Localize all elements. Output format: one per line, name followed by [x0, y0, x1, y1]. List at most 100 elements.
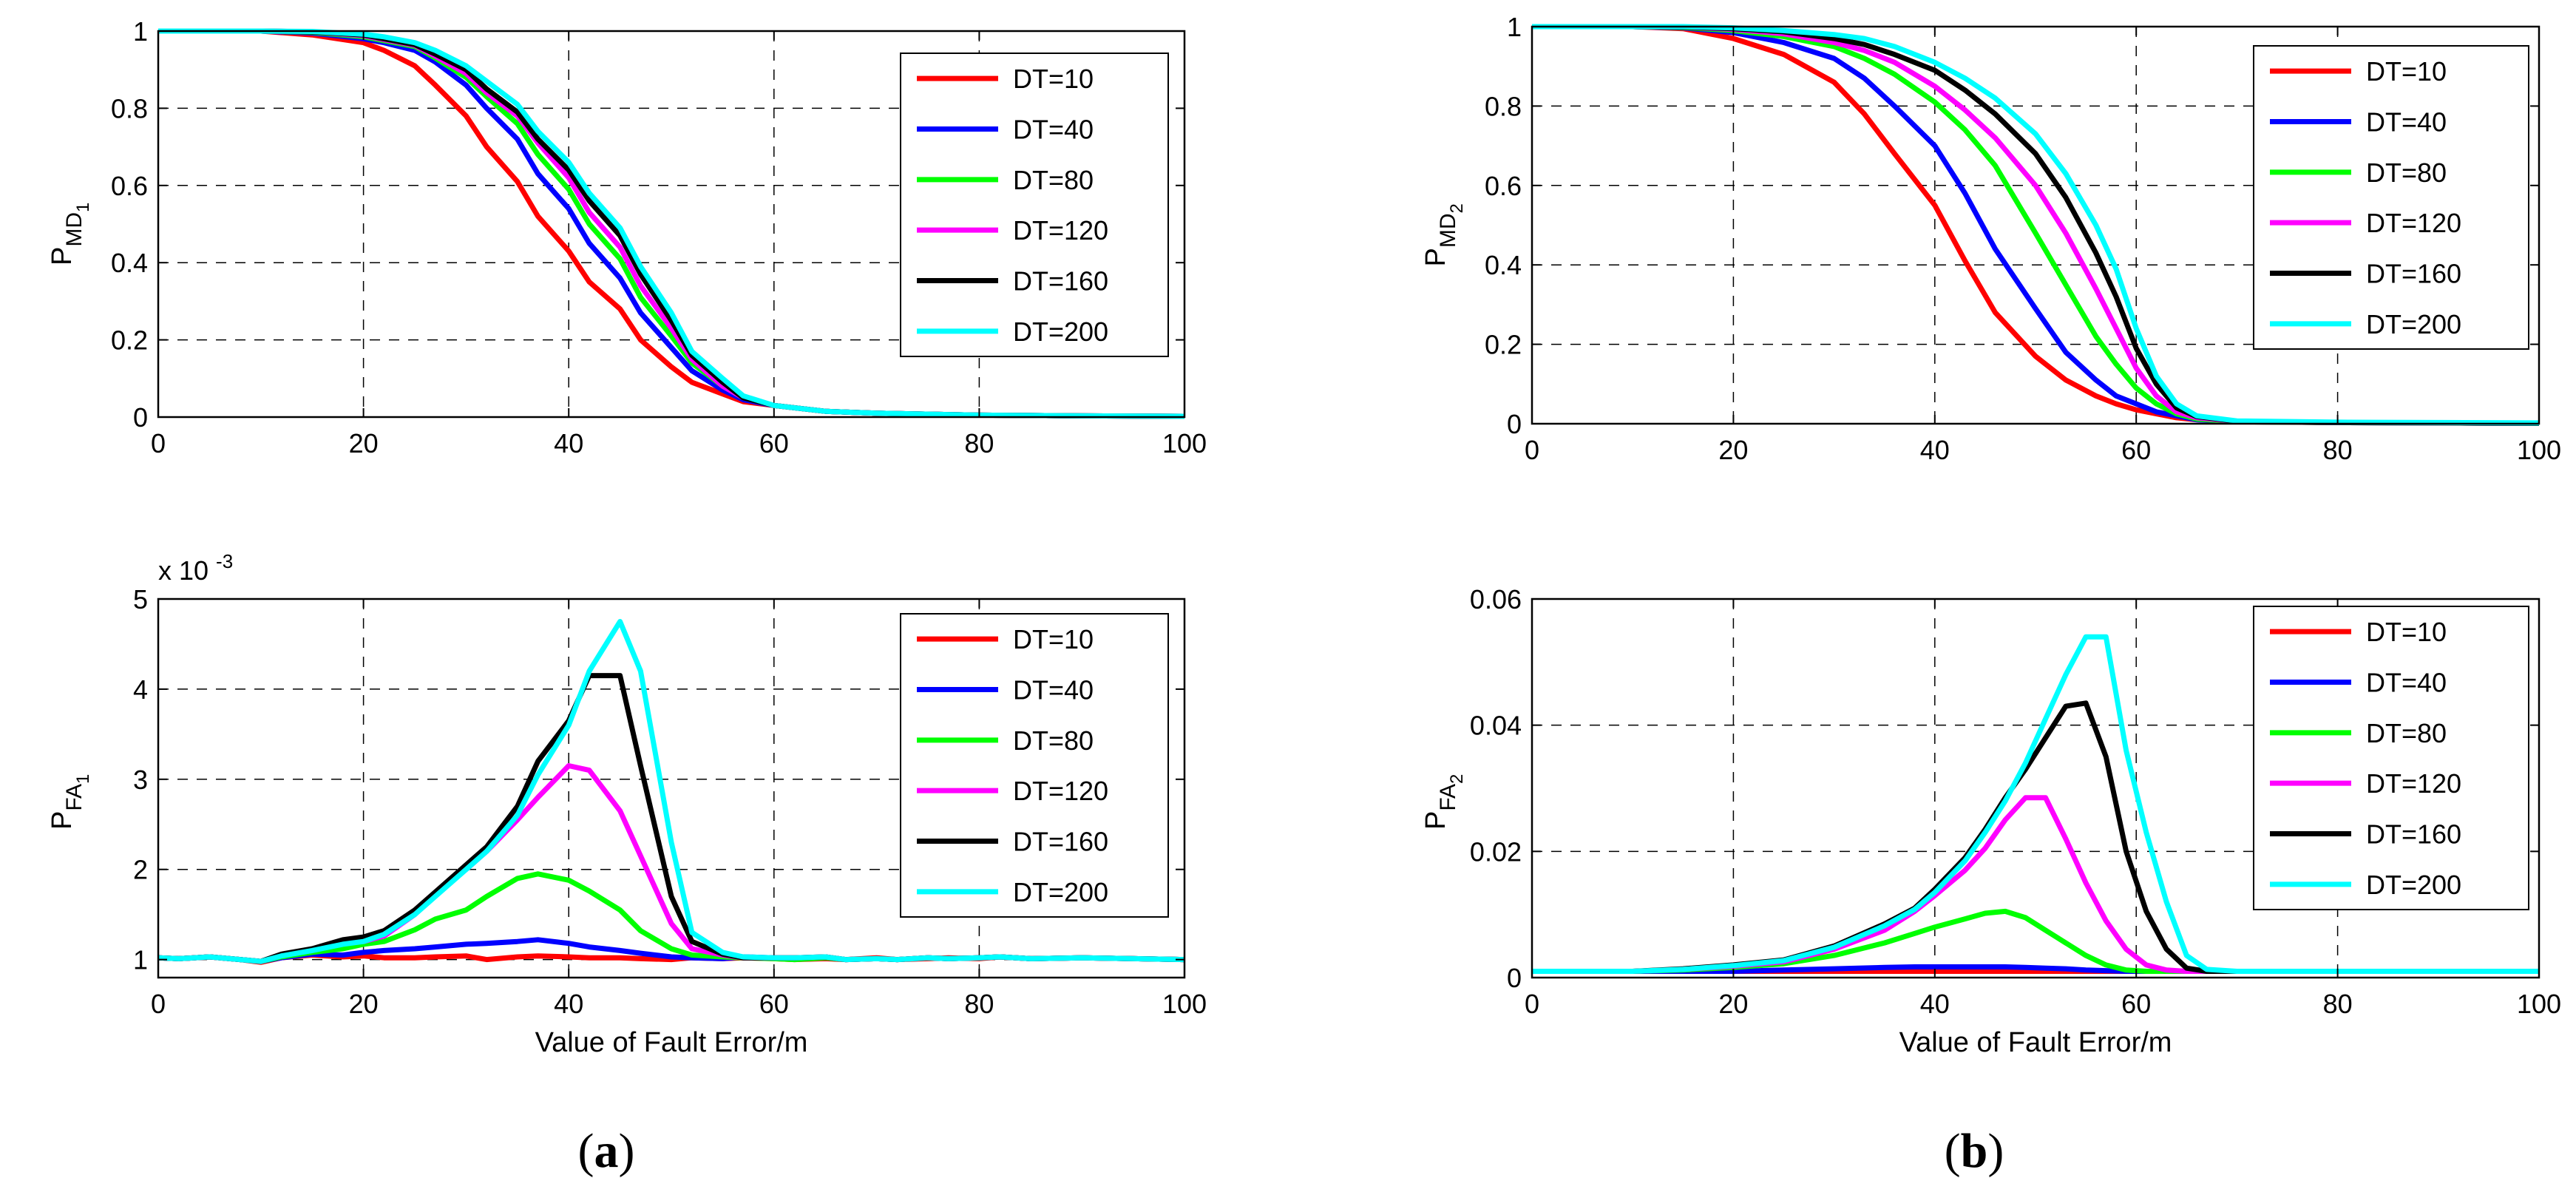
- y-tick-label: 0: [1507, 963, 1522, 993]
- axes-frame: [1531, 25, 2541, 425]
- series-line-dt-200: [1532, 634, 2539, 974]
- legend-label: DT=10: [2366, 617, 2447, 647]
- y-tick-label: 2: [133, 855, 148, 885]
- legend-label: DT=10: [2366, 56, 2447, 87]
- y-tick-label: 1: [133, 945, 148, 975]
- x-tick-label: 100: [1162, 428, 1207, 458]
- x-tick-label: 80: [964, 428, 994, 458]
- x-tick-label: 60: [2121, 435, 2151, 465]
- legend-label: DT=80: [2366, 158, 2447, 188]
- legend-label: DT=120: [1013, 776, 1108, 806]
- y-axis-label-subsub: 1: [73, 774, 93, 784]
- series-line-dt-200: [1532, 24, 2540, 426]
- axes-frame: [1531, 598, 2541, 979]
- y-axis-label: PFA1: [47, 774, 93, 830]
- y-exponent-label: x 10 -3: [158, 550, 233, 586]
- legend-box: [2253, 45, 2529, 350]
- y-tick-label: 1: [1507, 12, 1522, 42]
- y-axis-label-subsub: 2: [1447, 203, 1467, 213]
- legend-label: DT=160: [2366, 819, 2461, 850]
- y-exponent-power: -3: [216, 550, 233, 572]
- legend-label: DT=40: [1013, 675, 1094, 705]
- x-tick-label: 0: [1525, 435, 1539, 465]
- legend-label: DT=40: [1013, 115, 1094, 145]
- legend-label: DT=160: [1013, 266, 1108, 297]
- y-axis-label-sub: FA: [1436, 784, 1460, 811]
- y-tick-label: 0.02: [1470, 836, 1522, 867]
- axes-frame: [157, 598, 1186, 979]
- legend-box: [2253, 606, 2529, 910]
- x-tick-label: 40: [1920, 435, 1950, 465]
- x-tick-label: 20: [1718, 435, 1748, 465]
- x-tick-label: 20: [349, 428, 379, 458]
- x-tick-label: 40: [554, 428, 583, 458]
- legend-label: DT=120: [2366, 768, 2461, 799]
- x-tick-label: 40: [1920, 989, 1950, 1019]
- y-axis-label: PFA2: [1420, 774, 1467, 830]
- legend-label: DT=10: [1013, 624, 1094, 654]
- y-tick-label: 0.4: [111, 248, 148, 278]
- x-tick-label: 80: [2323, 989, 2353, 1019]
- legend-box: [900, 53, 1169, 357]
- y-axis-label-sub: FA: [62, 784, 87, 811]
- axes-frame: [157, 30, 1186, 419]
- subfigure-label-a: (a): [578, 1124, 635, 1178]
- legend-label: DT=200: [2366, 309, 2461, 339]
- y-tick-label: 0.6: [111, 171, 148, 201]
- y-tick-label: 0.2: [1485, 330, 1522, 360]
- x-tick-label: 0: [151, 989, 166, 1019]
- legend-label: DT=160: [2366, 259, 2461, 289]
- y-tick-label: 0.2: [111, 325, 148, 356]
- chart-panel-a-top: 0 20 40 60 80 10000.20.40.60.81PMD1DT=10DT=40…: [47, 16, 1207, 458]
- y-axis-label: PMD1: [47, 203, 93, 265]
- chart-panel-b-bottom: 0 20 40 60 80 100 0 0.02 0.04 0.06 PFA2 Value of Fa…: [1420, 584, 2561, 1058]
- series-line-dt-200: [157, 619, 1185, 964]
- legend-label: DT=160: [1013, 827, 1108, 857]
- x-tick-label: 100: [2517, 435, 2561, 465]
- y-tick-label: 4: [133, 674, 148, 705]
- y-tick-label: 0.6: [1485, 171, 1522, 201]
- legend-label: DT=80: [1013, 725, 1094, 756]
- legend-label: DT=40: [2366, 668, 2447, 698]
- chart-panel-a-bottom: 0 20 40 60 80 100 1 2 3 4 5 x 10 -3 PFA1 Value of Fau…: [47, 550, 1207, 1058]
- y-axis-label-subsub: 1: [73, 203, 93, 212]
- legend-label: DT=40: [2366, 107, 2447, 138]
- x-tick-label: 60: [759, 989, 789, 1019]
- legend-label: DT=10: [1013, 64, 1094, 94]
- subfigure-label-b: (b): [1945, 1124, 2004, 1178]
- x-tick-label: 60: [759, 428, 789, 458]
- x-tick-label: 100: [2517, 989, 2561, 1019]
- legend-label: DT=120: [1013, 215, 1108, 246]
- x-tick-label: 20: [349, 989, 379, 1019]
- legend-label: DT=200: [2366, 870, 2461, 900]
- y-axis-label-sub: MD: [62, 212, 87, 247]
- legend-label: DT=200: [1013, 877, 1108, 907]
- legend-label: DT=200: [1013, 316, 1108, 347]
- y-tick-label: 0: [1507, 409, 1522, 439]
- x-tick-label: 0: [1525, 989, 1539, 1019]
- y-tick-label: 5: [133, 584, 148, 615]
- y-axis-label: PMD2: [1420, 203, 1467, 266]
- series-line-dt-200: [158, 28, 1185, 419]
- y-tick-label: 0.8: [1485, 91, 1522, 121]
- x-tick-label: 0: [151, 428, 166, 458]
- legend-label: DT=120: [2366, 208, 2461, 238]
- chart-panel-b-top: 0 20 40 60 80 100 0 0.2 0.4 0.6 0.8 1 PMD2 DT=10 DT=40…: [1420, 12, 2561, 465]
- x-axis-label: Value of Fault Error/m: [1899, 1027, 2172, 1058]
- x-axis-label: Value of Fault Error/m: [535, 1027, 808, 1058]
- y-tick-label: 1: [133, 16, 148, 47]
- x-tick-label: 20: [1718, 989, 1748, 1019]
- y-tick-label: 0.04: [1470, 711, 1522, 741]
- x-tick-label: 80: [2323, 435, 2353, 465]
- y-tick-label: 3: [133, 765, 148, 795]
- x-tick-label: 100: [1162, 989, 1207, 1019]
- y-tick-label: 0.8: [111, 93, 148, 123]
- legend-label: DT=80: [1013, 165, 1094, 195]
- y-axis-label-sub: MD: [1436, 213, 1460, 248]
- x-tick-label: 80: [964, 989, 994, 1019]
- y-tick-label: 0.06: [1470, 584, 1522, 615]
- legend-box: [900, 613, 1169, 918]
- x-tick-label: 60: [2121, 989, 2151, 1019]
- y-tick-label: 0.4: [1485, 250, 1522, 280]
